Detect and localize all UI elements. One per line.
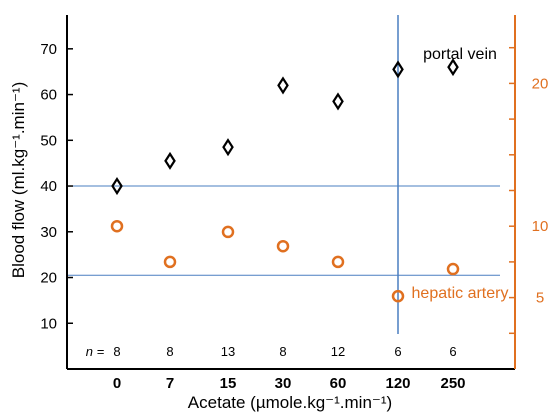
portal-vein-point: [447, 58, 459, 77]
sample-size-value: 12: [331, 344, 345, 359]
hepatic-artery-point: [110, 219, 124, 233]
hepatic-artery-point: [276, 239, 290, 253]
x-category-labels: 0 7 15 30 60 120 250: [113, 375, 466, 392]
x-category-label: 0: [113, 375, 121, 392]
reference-lines: [67, 15, 500, 334]
axes: 10 20 30 40 50 60 70 5 10 20: [40, 15, 549, 370]
legend-label-hepatic-artery: hepatic artery: [412, 285, 509, 302]
sample-size-row: n = 8 8 13 8 12 6 6: [86, 344, 457, 359]
x-category-label: 120: [385, 375, 410, 392]
sample-size-value: 6: [449, 344, 456, 359]
portal-vein-point: [332, 92, 344, 111]
portal-vein-point: [392, 60, 404, 79]
right-axis-tick-label: 5: [536, 290, 544, 307]
series-hepatic-artery: [110, 219, 460, 303]
portal-vein-point: [222, 138, 234, 157]
portal-vein-point: [111, 177, 123, 196]
x-axis-title: Acetate (µmole.kg⁻¹.min⁻¹): [188, 393, 392, 412]
left-axis-tick-label: 20: [40, 270, 57, 287]
left-axis-tick-label: 60: [40, 87, 57, 104]
sample-size-value: 13: [221, 344, 235, 359]
right-axis-tick-label: 10: [532, 218, 549, 235]
legend-label-portal-vein: portal vein: [423, 46, 497, 63]
portal-vein-point: [164, 151, 176, 170]
y-axis-title: Blood flow (ml.kg⁻¹.min⁻¹): [9, 82, 28, 278]
hepatic-artery-point: [446, 262, 460, 276]
x-category-label: 60: [330, 375, 347, 392]
hepatic-artery-point: [163, 255, 177, 269]
sample-size-value: 8: [279, 344, 286, 359]
x-category-label: 250: [440, 375, 465, 392]
series-portal-vein: [111, 58, 459, 196]
x-category-label: 15: [220, 375, 237, 392]
sample-size-value: 8: [113, 344, 120, 359]
left-axis-tick-label: 70: [40, 41, 57, 58]
sample-size-value: 6: [394, 344, 401, 359]
right-axis-tick-label: 20: [532, 75, 549, 92]
hepatic-artery-point: [221, 225, 235, 239]
hepatic-artery-point: [391, 289, 405, 303]
left-axis-tick-label: 50: [40, 132, 57, 149]
x-category-label: 30: [275, 375, 292, 392]
sample-size-prefix: n =: [86, 344, 105, 359]
left-axis-tick-label: 10: [40, 315, 57, 332]
x-category-label: 7: [166, 375, 174, 392]
hepatic-artery-point: [331, 255, 345, 269]
portal-vein-point: [277, 76, 289, 95]
sample-size-value: 8: [166, 344, 173, 359]
left-axis-tick-label: 30: [40, 224, 57, 241]
left-axis-tick-label: 40: [40, 178, 57, 195]
